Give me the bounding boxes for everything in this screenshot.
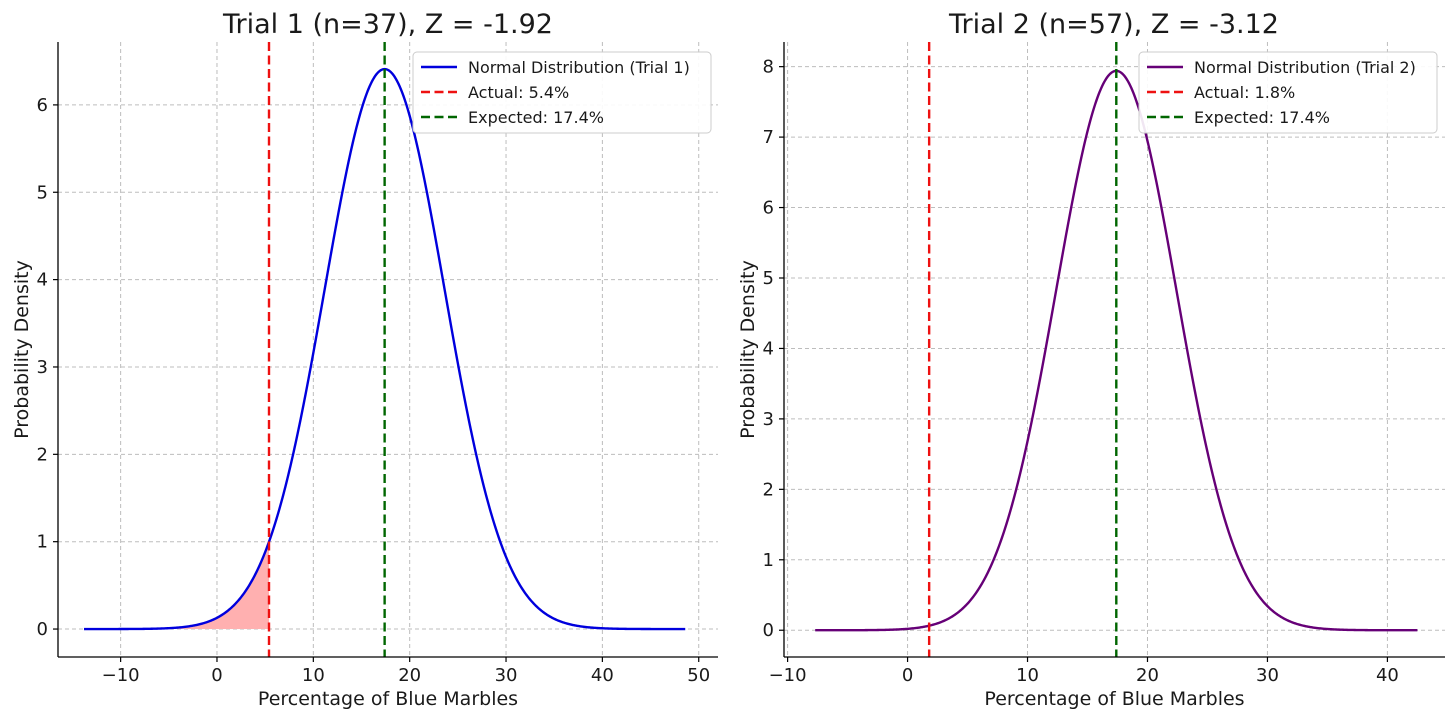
y-tick-label: 2 bbox=[763, 479, 774, 500]
chart-panel-2: −10 0 10 20 30 40 0 1 2 3 4 5 6 7 8 Trial 2 (n=57), Z =… bbox=[737, 9, 1445, 710]
x-tick-label: −10 bbox=[102, 665, 140, 686]
x-tick-label: 20 bbox=[398, 665, 421, 686]
x-tick-label: 30 bbox=[1256, 665, 1279, 686]
x-tick-label: 20 bbox=[1136, 665, 1159, 686]
x-tick-label: 50 bbox=[687, 665, 710, 686]
x-tick-label: 40 bbox=[1376, 665, 1399, 686]
legend-box bbox=[1138, 51, 1438, 134]
y-tick-label: 2 bbox=[37, 444, 48, 465]
y-tick-label: 1 bbox=[763, 550, 774, 571]
legend-entry: Normal Distribution (Trial 2) bbox=[1194, 58, 1416, 77]
legend: Normal Distribution (Trial 1) Actual: 5.4… bbox=[412, 51, 712, 134]
y-tick-label: 3 bbox=[37, 357, 48, 378]
legend-entry: Normal Distribution (Trial 1) bbox=[468, 58, 690, 77]
y-tick-label: 4 bbox=[763, 338, 774, 359]
y-tick-label: 0 bbox=[37, 619, 48, 640]
legend-entry: Actual: 5.4% bbox=[468, 83, 569, 102]
x-tick-label: 40 bbox=[591, 665, 614, 686]
x-tick-label: 30 bbox=[495, 665, 518, 686]
legend: Normal Distribution (Trial 2) Actual: 1.8… bbox=[1138, 51, 1438, 134]
x-tick-label: −10 bbox=[769, 665, 807, 686]
x-axis-label: Percentage of Blue Marbles bbox=[984, 688, 1244, 710]
y-tick-label: 6 bbox=[763, 198, 774, 219]
y-tick-label: 3 bbox=[763, 409, 774, 430]
y-tick-label: 5 bbox=[763, 268, 774, 289]
y-axis-label: Probability Density bbox=[737, 260, 759, 439]
x-tick-label: 10 bbox=[302, 665, 325, 686]
legend-entry: Expected: 17.4% bbox=[1194, 108, 1330, 127]
x-axis-label: Percentage of Blue Marbles bbox=[258, 688, 518, 710]
y-tick-label: 0 bbox=[763, 620, 774, 641]
chart-title: Trial 2 (n=57), Z = -3.12 bbox=[948, 9, 1279, 40]
y-tick-label: 6 bbox=[37, 95, 48, 116]
x-tick-label: 0 bbox=[211, 665, 222, 686]
y-tick-label: 7 bbox=[763, 127, 774, 148]
y-tick-label: 1 bbox=[37, 532, 48, 553]
legend-box bbox=[412, 51, 712, 134]
legend-entry: Expected: 17.4% bbox=[468, 108, 604, 127]
y-tick-label: 4 bbox=[37, 270, 48, 291]
chart-title: Trial 1 (n=37), Z = -1.92 bbox=[222, 9, 553, 40]
shaded-tail-area bbox=[84, 541, 270, 630]
x-tick-label: 0 bbox=[902, 665, 913, 686]
legend-entry: Actual: 1.8% bbox=[1194, 83, 1295, 102]
y-tick-label: 5 bbox=[37, 182, 48, 203]
y-tick-label: 8 bbox=[763, 57, 774, 78]
chart-panel-1: −10 0 10 20 30 40 50 0 1 2 3 4 5 6 Trial 1 (n=37), Z =… bbox=[11, 9, 718, 710]
x-tick-label: 10 bbox=[1016, 665, 1039, 686]
y-axis-label: Probability Density bbox=[11, 260, 33, 439]
